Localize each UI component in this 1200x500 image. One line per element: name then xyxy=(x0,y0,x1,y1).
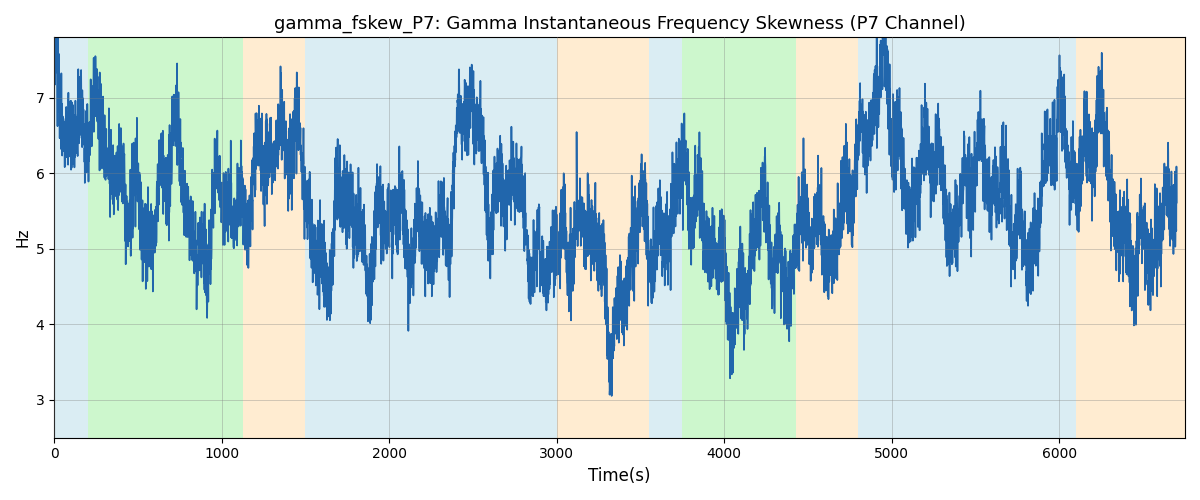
Bar xyxy=(858,38,1076,438)
Bar xyxy=(557,38,649,438)
X-axis label: Time(s): Time(s) xyxy=(588,467,650,485)
Y-axis label: Hz: Hz xyxy=(16,228,30,248)
Bar xyxy=(88,38,244,438)
Bar xyxy=(306,38,557,438)
Bar xyxy=(649,38,683,438)
Bar xyxy=(683,38,797,438)
Title: gamma_fskew_P7: Gamma Instantaneous Frequency Skewness (P7 Channel): gamma_fskew_P7: Gamma Instantaneous Freq… xyxy=(274,15,966,34)
Bar xyxy=(244,38,306,438)
Bar xyxy=(54,38,88,438)
Bar xyxy=(1076,38,1186,438)
Bar xyxy=(797,38,858,438)
